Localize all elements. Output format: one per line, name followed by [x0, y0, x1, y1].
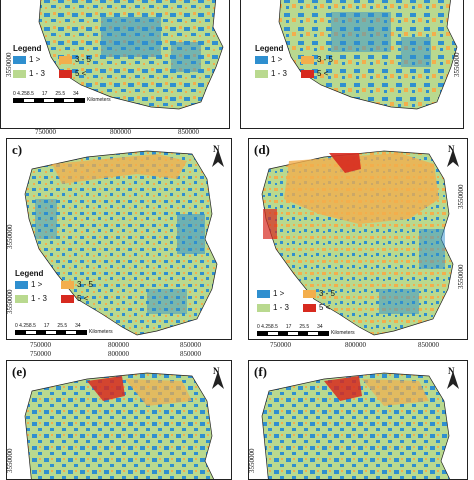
- y-tick-d-1: 3550000: [457, 184, 465, 210]
- scalebar-c: 0 4.258.5 17 25.5 34 Kilometers: [15, 323, 113, 335]
- north-arrow-e: N: [210, 366, 226, 391]
- north-arrow-c: N: [210, 144, 226, 169]
- x-tick-d-2: 800000: [345, 341, 366, 349]
- region-shape-c: [24, 150, 218, 336]
- legend-c: Legend 1 > 3 - 5 1 - 3 5 <: [15, 269, 107, 303]
- map-panel-d: (d) N 1 > 3 - 5 1 - 3 5 < 0 4.258.5 17 25.…: [248, 138, 468, 340]
- map-a-raster: [38, 0, 224, 110]
- x-tick-e-1: 750000: [30, 350, 51, 358]
- y-tick-a: 3550000: [5, 52, 13, 78]
- x-tick-c-1: 750000: [30, 341, 51, 349]
- legend-item-4: 5 <: [301, 69, 347, 78]
- x-tick-d-3: 850000: [418, 341, 439, 349]
- y-tick-b: 3550000: [453, 52, 461, 78]
- y-tick-f: 3550000: [248, 448, 256, 474]
- x-tick-a-2: 800000: [110, 128, 131, 136]
- legend-item-3: 1 - 3: [257, 303, 303, 312]
- x-tick-a-1: 750000: [35, 128, 56, 136]
- legend-item-3: 1 - 3: [13, 69, 59, 78]
- y-tick-d-2: 3550000: [457, 264, 465, 290]
- legend-d: 1 > 3 - 5 1 - 3 5 <: [257, 289, 349, 312]
- legend-item-3: 1 - 3: [255, 69, 301, 78]
- north-arrow-d: N: [445, 144, 461, 169]
- x-tick-e-3: 850000: [180, 350, 201, 358]
- map-b-raster: [278, 0, 458, 110]
- legend-b: Legend 1 > 3 - 5 1 - 3 5 <: [255, 44, 347, 78]
- x-tick-c-2: 800000: [108, 341, 129, 349]
- map-panel-b: Legend 1 > 3 - 5 1 - 3 5 < 3550000: [240, 0, 464, 129]
- y-tick-e: 3550000: [6, 448, 14, 474]
- y-tick-c-1: 3550000: [6, 224, 14, 250]
- x-tick-e-2: 800000: [108, 350, 129, 358]
- x-tick-c-3: 850000: [180, 341, 201, 349]
- legend-item-1: 1 >: [15, 280, 61, 289]
- region-shape-b: [278, 0, 458, 110]
- legend-item-1: 1 >: [255, 55, 301, 64]
- map-e-raster: [24, 372, 215, 479]
- panel-label-c: c): [12, 142, 23, 157]
- legend-item-2: 3 - 5: [61, 280, 107, 289]
- map-d-raster: [261, 150, 454, 336]
- panel-label-d: (d): [254, 142, 270, 157]
- map-panel-a: Legend 1 > 3 - 5 1 - 3 5 < 0 4.258.5 17 25…: [0, 0, 230, 129]
- legend-a: Legend 1 > 3 - 5 1 - 3 5 <: [13, 44, 105, 78]
- legend-item-1: 1 >: [257, 289, 303, 298]
- legend-item-3: 1 - 3: [15, 294, 61, 303]
- map-panel-f: (f) N 3550000: [248, 360, 468, 480]
- scalebar-d: 0 4.258.5 17 25.5 34 Kilometers: [257, 324, 355, 336]
- map-panel-e: (e) N 3550000: [6, 360, 232, 480]
- legend-item-2: 3 - 5: [303, 289, 349, 298]
- legend-item-4: 5 <: [59, 69, 105, 78]
- x-tick-a-3: 850000: [178, 128, 199, 136]
- map-c-raster: [24, 150, 218, 336]
- legend-title: Legend: [13, 44, 42, 53]
- north-arrow-f: N: [445, 366, 461, 391]
- panel-label-f: (f): [254, 364, 267, 379]
- legend-item-1: 1 >: [13, 55, 59, 64]
- legend-item-4: 5 <: [61, 294, 107, 303]
- x-tick-d-1: 750000: [270, 341, 291, 349]
- map-f-raster: [261, 372, 451, 479]
- legend-item-2: 3 - 5: [301, 55, 347, 64]
- panel-label-e: (e): [12, 364, 27, 379]
- scalebar-a: 0 4.258.5 17 25.5 34 Kilometers: [13, 91, 111, 103]
- y-tick-c-2: 3550000: [6, 289, 14, 315]
- legend-item-4: 5 <: [303, 303, 349, 312]
- legend-item-2: 3 - 5: [59, 55, 105, 64]
- map-panel-c: c) N Legend 1 > 3 - 5 1 - 3 5 < 0 4.258.…: [6, 138, 232, 340]
